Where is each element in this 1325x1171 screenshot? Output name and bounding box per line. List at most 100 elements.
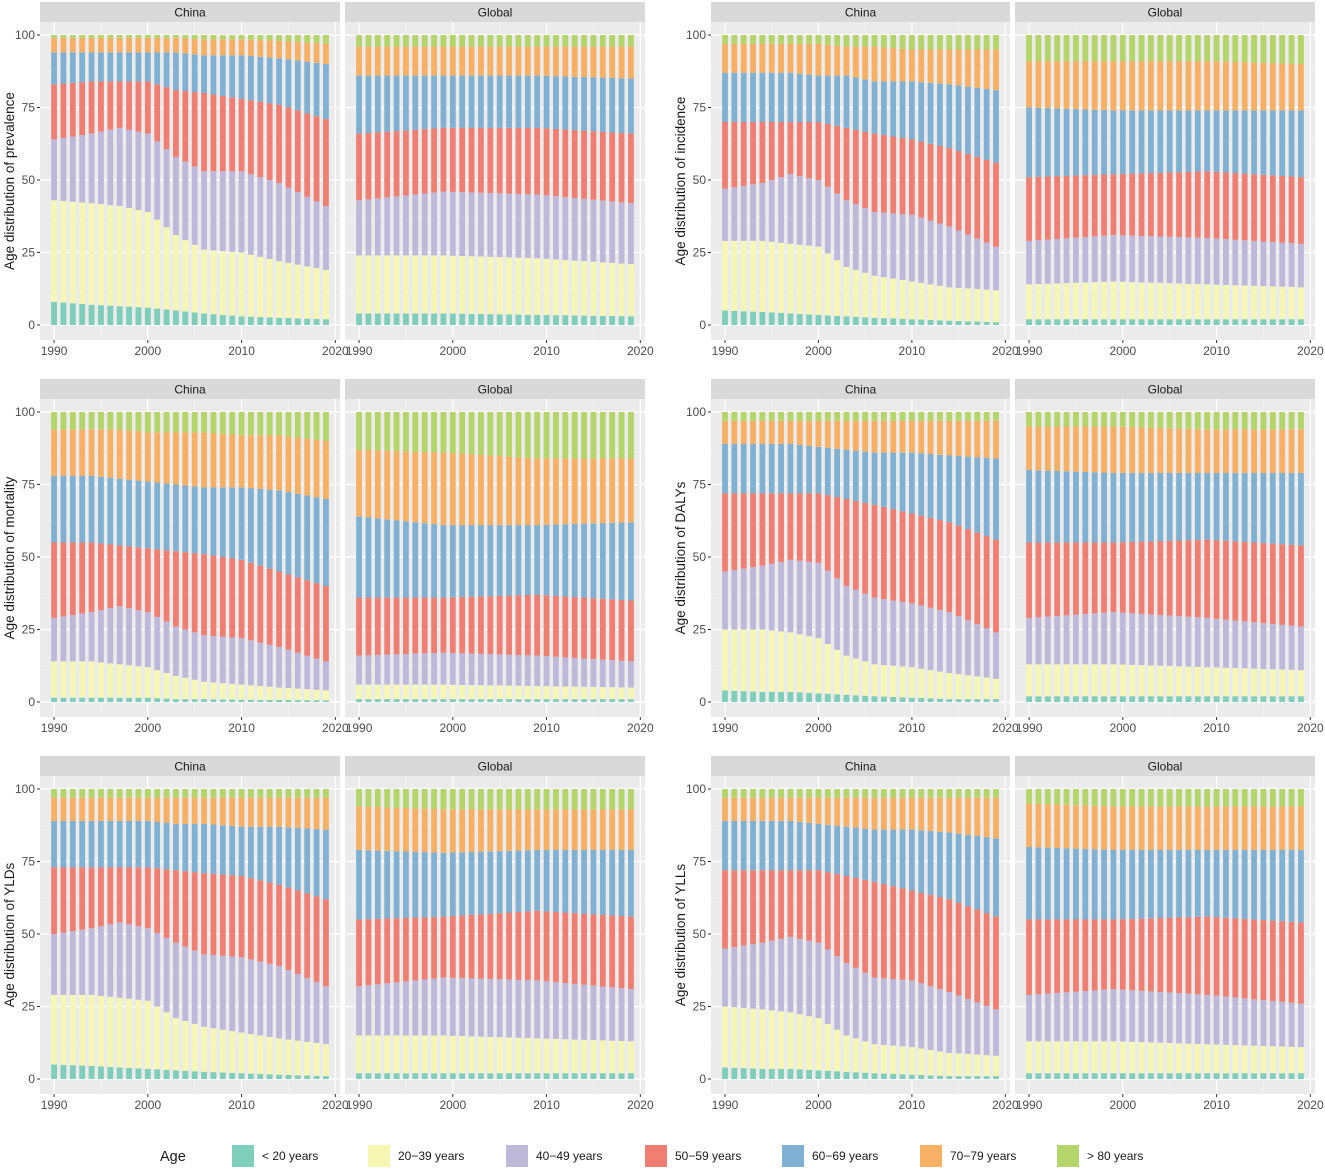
bar-segment bbox=[421, 129, 428, 194]
bar-segment bbox=[993, 678, 999, 700]
bar-segment bbox=[965, 86, 971, 154]
bar-segment bbox=[219, 171, 226, 252]
bar-segment bbox=[210, 433, 217, 488]
bar-segment bbox=[356, 516, 362, 598]
bar-segment bbox=[1269, 319, 1276, 325]
bar-segment bbox=[487, 978, 494, 1037]
bar-segment bbox=[1213, 171, 1220, 239]
bar-segment bbox=[908, 697, 915, 702]
bar-segment bbox=[1204, 806, 1211, 850]
bar-segment bbox=[1101, 281, 1107, 320]
x-tick-label: 2020 bbox=[322, 344, 349, 358]
bar-segment bbox=[51, 994, 57, 1065]
bar-segment bbox=[304, 893, 311, 979]
bar-segment bbox=[965, 49, 971, 87]
bar-segment bbox=[590, 199, 597, 262]
bar-segment bbox=[824, 495, 831, 571]
bar-segment bbox=[487, 1073, 494, 1079]
bar-segment bbox=[384, 789, 391, 808]
bar-segment bbox=[144, 667, 151, 698]
bar-segment bbox=[1260, 623, 1267, 669]
bar-segment bbox=[1298, 789, 1304, 807]
bar-segment bbox=[618, 35, 625, 47]
bar-segment bbox=[210, 873, 217, 956]
bar-segment bbox=[1026, 617, 1032, 665]
bar-segment bbox=[1119, 664, 1126, 697]
bar-segment bbox=[599, 849, 606, 915]
bar-segment bbox=[1232, 918, 1239, 998]
bar-segment bbox=[69, 994, 76, 1066]
bar-segment bbox=[163, 621, 170, 673]
bar-segment bbox=[323, 119, 329, 207]
bar-segment bbox=[304, 196, 311, 267]
bar-segment bbox=[955, 995, 962, 1054]
bar-segment bbox=[403, 313, 409, 325]
bar-segment bbox=[806, 870, 812, 941]
x-tick-label: 2010 bbox=[1203, 344, 1230, 358]
y-tick-label: 100 bbox=[15, 405, 35, 419]
bar-segment bbox=[1091, 613, 1098, 665]
bar-segment bbox=[834, 797, 841, 826]
bar-segment bbox=[524, 911, 531, 981]
bar-segment bbox=[815, 797, 822, 824]
bar-segment bbox=[374, 132, 381, 199]
y-tick-label: 100 bbox=[686, 28, 706, 42]
bar-segment bbox=[506, 595, 512, 655]
y-tick-label: 100 bbox=[686, 405, 706, 419]
bar-segment bbox=[294, 652, 301, 689]
bar-segment bbox=[628, 264, 634, 317]
bar-segment bbox=[740, 797, 747, 821]
bar-segment bbox=[393, 1073, 400, 1079]
bar-segment bbox=[1157, 1042, 1164, 1074]
bar-segment bbox=[1241, 35, 1248, 63]
bar-segment bbox=[304, 655, 311, 690]
bar-segment bbox=[1054, 789, 1061, 805]
bar-segment bbox=[543, 789, 550, 810]
bar-segment bbox=[506, 193, 512, 258]
bar-segment bbox=[1260, 696, 1267, 702]
bar-segment bbox=[421, 193, 428, 256]
bar-segment bbox=[1129, 613, 1136, 665]
bar-segment bbox=[1148, 35, 1154, 62]
bar-segment bbox=[182, 946, 189, 1021]
bar-segment bbox=[843, 694, 850, 702]
bar-segment bbox=[468, 256, 475, 314]
bar-segment bbox=[759, 311, 766, 325]
bar-segment bbox=[609, 849, 616, 916]
bar-segment bbox=[496, 685, 503, 700]
bar-segment bbox=[468, 685, 475, 700]
bar-segment bbox=[740, 629, 747, 692]
bar-segment bbox=[79, 135, 86, 203]
bar-segment bbox=[750, 1068, 756, 1079]
bar-segment bbox=[313, 412, 320, 440]
bar-segment bbox=[534, 789, 541, 810]
bar-segment bbox=[248, 488, 254, 563]
bar-segment bbox=[1260, 62, 1267, 111]
bar-segment bbox=[144, 1000, 151, 1069]
bar-segment bbox=[182, 823, 189, 872]
bar-segment bbox=[1223, 61, 1229, 111]
bar-segment bbox=[955, 1076, 962, 1079]
bar-segment bbox=[238, 435, 245, 488]
bar-segment bbox=[154, 549, 161, 617]
bar-segment bbox=[210, 55, 217, 95]
bar-segment bbox=[88, 820, 95, 868]
bar-segment bbox=[365, 655, 372, 685]
bar-segment bbox=[852, 827, 859, 878]
bar-segment bbox=[1035, 107, 1042, 177]
bar-segment bbox=[163, 797, 170, 823]
bar-segment bbox=[571, 809, 578, 850]
bar-segment bbox=[852, 789, 859, 798]
bar-segment bbox=[313, 268, 320, 319]
bar-segment bbox=[750, 691, 756, 702]
bar-segment bbox=[937, 145, 943, 224]
bar-segment bbox=[750, 412, 756, 421]
bar-segment bbox=[796, 244, 803, 314]
bar-segment bbox=[182, 629, 189, 678]
bar-segment bbox=[731, 43, 738, 73]
bar-segment bbox=[173, 1018, 179, 1071]
bar-segment bbox=[1073, 805, 1079, 849]
bar-segment bbox=[116, 81, 123, 128]
bar-segment bbox=[126, 37, 132, 53]
bar-segment bbox=[356, 986, 362, 1036]
